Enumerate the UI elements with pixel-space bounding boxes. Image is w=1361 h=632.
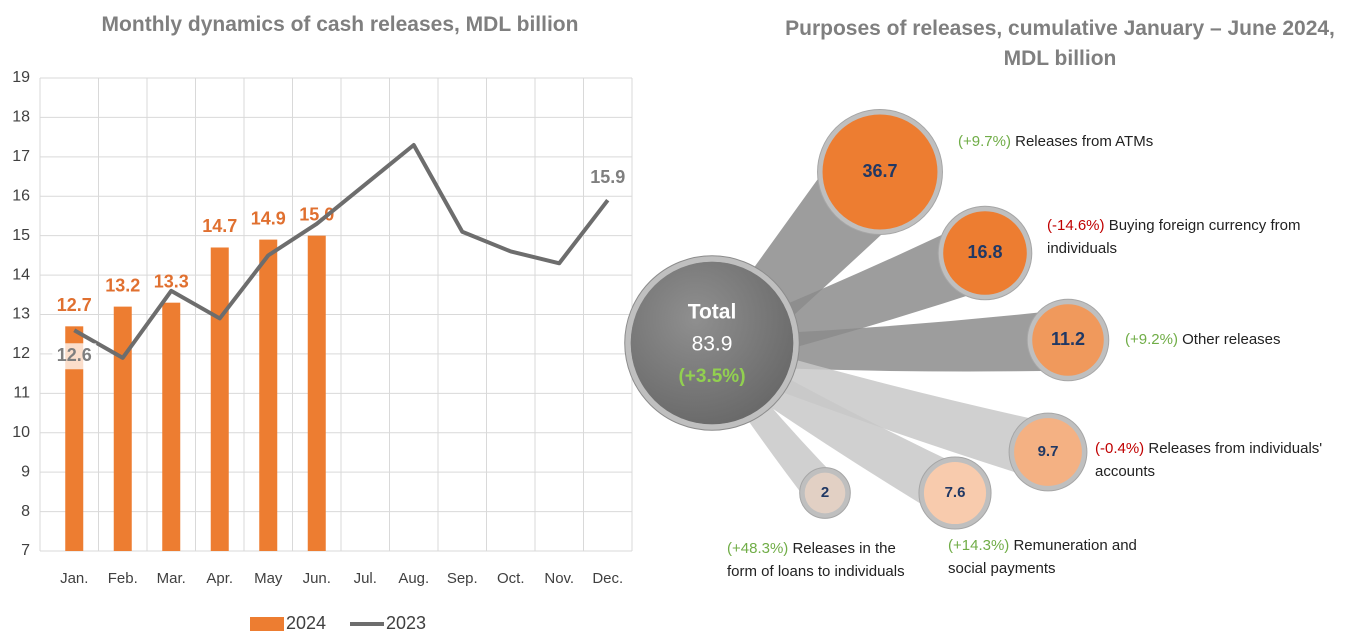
x-tick-label: Mar. xyxy=(157,570,186,587)
total-change: (+3.5%) xyxy=(678,366,745,387)
y-tick-label: 15 xyxy=(12,227,30,244)
total-value: 83.9 xyxy=(692,333,733,356)
bubble-value: 36.7 xyxy=(862,161,897,181)
bar xyxy=(210,247,229,551)
change: (-0.4%) xyxy=(1095,440,1145,457)
y-tick-label: 14 xyxy=(12,266,30,283)
label: Releases in the form of loans to individ… xyxy=(727,540,905,580)
bubble-label: (+48.3%) Releases in the form of loans t… xyxy=(727,537,907,583)
change: (+9.7%) xyxy=(958,133,1011,150)
bar xyxy=(307,235,326,551)
chart-title: Purposes of releases, cumulative January… xyxy=(785,17,1335,70)
change: (+9.2%) xyxy=(1125,331,1178,348)
x-tick-label: Jun. xyxy=(303,570,331,587)
y-tick-label: 10 xyxy=(12,424,30,441)
bar xyxy=(162,302,181,551)
y-tick-label: 8 xyxy=(21,503,30,520)
bubble-label: (+9.7%) Releases from ATMs xyxy=(958,130,1258,153)
data-label: 12.6 xyxy=(57,345,92,365)
bubble-value: 2 xyxy=(821,484,829,501)
bubble xyxy=(804,472,846,514)
data-label: 14.9 xyxy=(251,208,286,228)
bubble-value: 11.2 xyxy=(1051,329,1085,349)
bubble-label: (+9.2%) Other releases xyxy=(1125,328,1355,351)
y-tick-label: 12 xyxy=(12,345,30,362)
label: Remuneration and social payments xyxy=(948,537,1137,577)
bubble xyxy=(943,211,1027,295)
y-tick-label: 7 xyxy=(21,542,30,559)
x-tick-label: May xyxy=(254,570,283,587)
change: (+14.3%) xyxy=(948,537,1010,554)
bubble-label: (-0.4%) Releases from individuals' accou… xyxy=(1095,437,1360,483)
data-label: 15.9 xyxy=(590,167,625,187)
legend-swatch xyxy=(250,617,284,631)
y-tick-label: 13 xyxy=(12,306,30,323)
line xyxy=(73,143,610,360)
bubble-value: 7.6 xyxy=(945,484,966,501)
label: Buying foreign currency from individuals xyxy=(1047,217,1301,257)
x-tick-label: Jan. xyxy=(60,570,88,587)
y-tick-label: 19 xyxy=(12,69,30,86)
bar xyxy=(65,326,84,551)
label: Other releases xyxy=(1182,331,1281,348)
change: (-14.6%) xyxy=(1047,217,1105,234)
data-label: 12.7 xyxy=(57,295,92,315)
total-shade xyxy=(630,261,794,425)
fan-connector xyxy=(711,309,1069,372)
bubble-label: (+14.3%) Remuneration and social payment… xyxy=(948,534,1158,580)
change: (+48.3%) xyxy=(727,540,789,557)
data-label: 14.7 xyxy=(202,216,237,236)
y-tick-label: 16 xyxy=(12,187,30,204)
x-tick-label: Feb. xyxy=(108,570,138,587)
y-tick-label: 18 xyxy=(12,109,30,126)
x-tick-label: Dec. xyxy=(592,570,623,587)
y-tick-label: 17 xyxy=(12,148,30,165)
data-label: 15.0 xyxy=(299,204,334,224)
y-tick-label: 11 xyxy=(13,385,30,402)
label: Releases from ATMs xyxy=(1015,133,1154,150)
data-label: 13.2 xyxy=(105,275,140,295)
data-label: 13.3 xyxy=(154,271,189,291)
legend-label: 2023 xyxy=(386,613,426,632)
bubble-value: 16.8 xyxy=(967,242,1002,262)
x-tick-label: Jul. xyxy=(354,570,377,587)
bubble-value: 9.7 xyxy=(1038,443,1059,460)
x-tick-label: Aug. xyxy=(398,570,429,587)
bubble xyxy=(1014,418,1082,486)
y-tick-label: 9 xyxy=(21,463,30,480)
chart-title: Monthly dynamics of cash releases, MDL b… xyxy=(101,13,579,36)
bubble xyxy=(1032,304,1104,376)
label: Releases from individuals' accounts xyxy=(1095,440,1323,480)
x-tick-label: Apr. xyxy=(206,570,233,587)
x-tick-label: Sep. xyxy=(447,570,478,587)
total-label: Total xyxy=(688,301,737,324)
bar xyxy=(259,239,278,551)
bar xyxy=(113,306,132,551)
label-bg xyxy=(52,343,97,370)
bubble xyxy=(923,461,987,525)
x-tick-label: Nov. xyxy=(544,570,574,587)
bubble xyxy=(822,114,938,230)
x-tick-label: Oct. xyxy=(497,570,525,587)
legend-label: 2024 xyxy=(286,613,326,632)
bubble-label: (-14.6%) Buying foreign currency from in… xyxy=(1047,214,1357,260)
